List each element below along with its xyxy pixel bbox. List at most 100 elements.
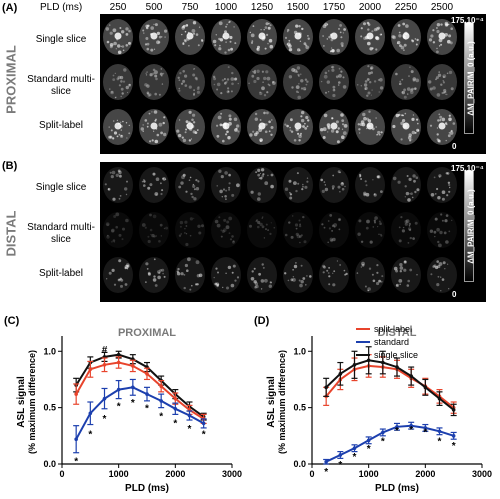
data-point — [352, 363, 357, 367]
x-tick-label: 2000 — [165, 469, 185, 479]
pld-header: PLD (ms) — [40, 2, 83, 13]
x-tick-label: 0 — [309, 469, 314, 479]
pld-value: 2000 — [358, 2, 382, 13]
significance-marker: * — [202, 430, 206, 441]
colorbar-title-proximal: ΔM_PAIR/M_0 (a.u.) — [466, 41, 476, 116]
brain-slice-image — [139, 64, 169, 100]
brain-slice-image — [139, 212, 169, 248]
brain-slice-image — [283, 167, 313, 203]
brain-slice-image — [427, 257, 457, 293]
x-tick-label: 2000 — [415, 469, 435, 479]
brain-slice-image — [247, 167, 277, 203]
legend-entry: split-label — [374, 324, 412, 334]
significance-marker: * — [423, 427, 427, 438]
x-tick-label: 0 — [59, 469, 64, 479]
chart-title: DISTAL — [378, 327, 417, 339]
data-point — [116, 352, 121, 357]
legend-entry: standard — [374, 337, 409, 347]
significance-marker: * — [131, 398, 135, 409]
significance-marker: # — [102, 345, 108, 356]
brain-slice-image — [319, 167, 349, 203]
data-point — [338, 372, 343, 376]
significance-marker: * — [338, 460, 342, 471]
pld-value: 250 — [109, 2, 127, 13]
brain-slice-image — [355, 109, 385, 145]
brain-slice-image — [319, 109, 349, 145]
pld-value: 2500 — [430, 2, 454, 13]
data-point — [352, 446, 357, 451]
brain-slice-image — [247, 19, 277, 55]
colorbar-max-proximal: 175.10⁻⁴ — [451, 16, 484, 25]
series-line-single-slice — [325, 359, 455, 411]
data-point — [437, 429, 442, 434]
data-point — [437, 396, 442, 401]
series-line-standard — [325, 424, 455, 463]
brain-slice-image — [139, 167, 169, 203]
data-point — [74, 392, 78, 396]
significance-marker: * — [188, 424, 192, 435]
data-point — [74, 437, 78, 441]
brain-slice-image — [211, 257, 241, 293]
significance-marker: * — [409, 425, 413, 436]
y-tick-label: 0.0 — [43, 459, 56, 469]
brain-slice-image — [427, 19, 457, 55]
data-point — [88, 411, 93, 416]
significance-marker: * — [367, 444, 371, 455]
data-point — [409, 374, 413, 378]
brain-slice-image — [391, 109, 421, 145]
brain-slice-image — [283, 257, 313, 293]
brain-slice-image — [355, 167, 385, 203]
x-tick-label: 3000 — [222, 469, 242, 479]
data-point — [102, 363, 107, 367]
y-axis-label: ASL signal — [266, 376, 277, 428]
side-label-distal: DISTAL — [3, 210, 19, 257]
brain-slice-image — [391, 19, 421, 55]
brain-slice-image — [283, 109, 313, 145]
brain-slice-image — [211, 19, 241, 55]
row-label-standard-multi-slice: Standard multi-slice — [27, 74, 95, 97]
brain-slice-image — [283, 19, 313, 55]
significance-marker: * — [117, 401, 121, 412]
data-point — [395, 425, 399, 429]
series-line-split-label — [75, 361, 205, 420]
brain-slice-image — [391, 212, 421, 248]
x-axis-label: PLD (ms) — [375, 483, 419, 494]
significance-marker: * — [103, 414, 107, 425]
data-point — [366, 438, 371, 443]
row-label-split-label-distal: Split-label — [39, 268, 83, 279]
distal-image-grid: 175.10⁻⁴ 0 ΔM_PAIR/M_0 (a.u.) — [100, 162, 486, 302]
significance-marker: * — [74, 457, 78, 468]
brain-slice-image — [175, 212, 205, 248]
colorbar-max-distal: 175.10⁻⁴ — [451, 164, 484, 173]
pld-value: 1000 — [214, 2, 238, 13]
panel-label: (D) — [254, 315, 270, 327]
row-label-single-slice: Single slice — [35, 34, 87, 45]
row-label-split-label: Split-label — [39, 120, 83, 131]
data-point — [366, 358, 371, 363]
brain-slice-image — [247, 212, 277, 248]
brain-slice-image — [391, 64, 421, 100]
y-axis-label-secondary: (% maximum difference) — [277, 350, 287, 454]
pld-value: 500 — [145, 2, 163, 13]
significance-marker: * — [173, 418, 177, 429]
y-tick-label: 0.5 — [43, 403, 56, 413]
data-point — [173, 406, 178, 411]
y-tick-label: 0.0 — [293, 459, 306, 469]
chart-title: PROXIMAL — [118, 327, 176, 339]
significance-marker: * — [353, 452, 357, 463]
x-tick-label: 3000 — [472, 469, 492, 479]
brain-slice-image — [103, 167, 133, 203]
brain-slice-image — [427, 167, 457, 203]
brain-slice-image — [103, 19, 133, 55]
brain-slice-image — [427, 212, 457, 248]
y-tick-label: 1.0 — [293, 346, 306, 356]
data-point — [409, 423, 413, 428]
colorbar-proximal — [464, 22, 474, 134]
y-axis-label-secondary: (% maximum difference) — [27, 350, 37, 454]
brain-slice-image — [139, 109, 169, 145]
brain-slice-image — [391, 167, 421, 203]
significance-marker: * — [438, 436, 442, 447]
brain-slice-image — [103, 212, 133, 248]
brain-slice-image — [427, 64, 457, 100]
